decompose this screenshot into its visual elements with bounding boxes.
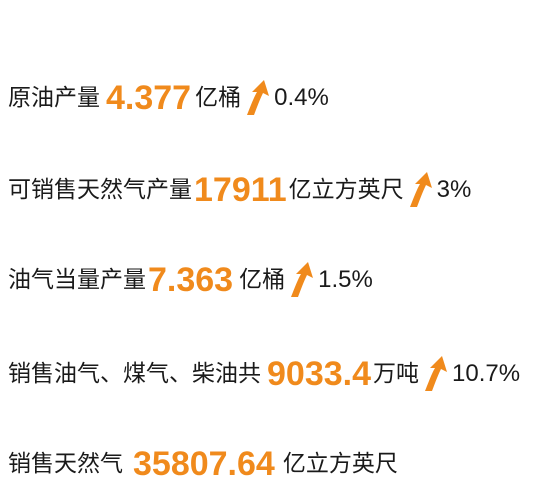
stat-change: 1.5% [318,266,373,293]
stat-change: 3% [436,176,472,203]
stat-label: 原油产量 [8,84,100,111]
stat-label: 销售油气、煤气、柴油共 [8,360,261,387]
stat-label: 销售天然气 [8,450,123,477]
stat-value: 35807.64 [133,445,275,483]
stat-unit: 亿桶 [195,84,242,111]
curved-up-arrow-icon [245,79,273,117]
stat-unit: 亿立方英尺 [288,176,404,203]
stat-label: 油气当量产量 [8,266,146,293]
curved-up-arrow-icon [289,261,317,299]
stat-value: 4.377 [106,79,192,117]
stat-change: 0.4% [274,84,329,111]
stat-change: 10.7% [452,360,521,387]
stat-unit: 万吨 [373,360,419,387]
stat-row-sales-gas: 销售天然气 35807.64 亿立方英尺 [8,442,398,486]
stat-value: 7.363 [148,261,234,299]
stat-row-sales-gas-production: 可销售天然气产量 17911 亿立方英尺 3% [8,168,471,212]
stat-row-sales-oil-gas-diesel: 销售油气、煤气、柴油共 9033.4 万吨 10.7% [8,352,520,396]
curved-up-arrow-icon [423,355,451,393]
stat-unit: 亿立方英尺 [282,450,398,477]
stat-value: 9033.4 [267,355,371,393]
stat-row-crude-oil: 原油产量 4.377 亿桶 0.4% [8,76,329,120]
stat-unit: 亿桶 [239,266,286,293]
stat-label: 可销售天然气产量 [8,176,192,203]
stat-row-oil-equivalent: 油气当量产量 7.363 亿桶 1.5% [8,258,373,302]
curved-up-arrow-icon [408,171,436,209]
stat-value: 17911 [194,171,287,209]
